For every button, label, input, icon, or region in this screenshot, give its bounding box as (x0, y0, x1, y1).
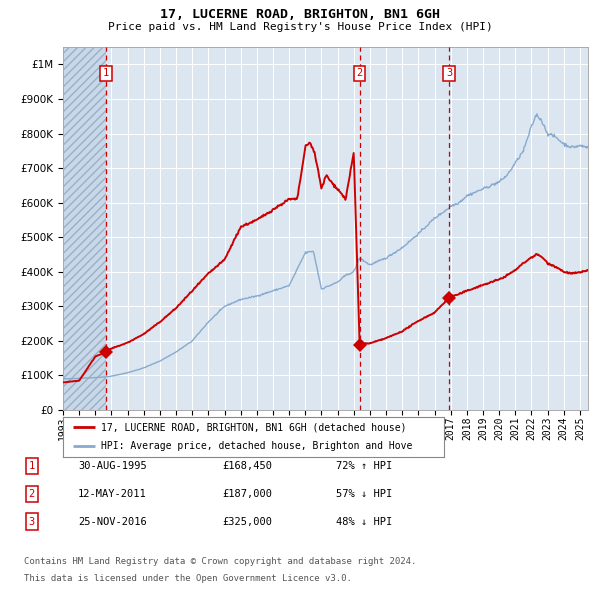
Text: 48% ↓ HPI: 48% ↓ HPI (336, 517, 392, 526)
Text: 30-AUG-1995: 30-AUG-1995 (78, 461, 147, 471)
Text: This data is licensed under the Open Government Licence v3.0.: This data is licensed under the Open Gov… (24, 574, 352, 583)
Text: 3: 3 (29, 517, 35, 526)
Text: HPI: Average price, detached house, Brighton and Hove: HPI: Average price, detached house, Brig… (101, 441, 412, 451)
Text: 25-NOV-2016: 25-NOV-2016 (78, 517, 147, 526)
Text: £325,000: £325,000 (222, 517, 272, 526)
Text: Price paid vs. HM Land Registry's House Price Index (HPI): Price paid vs. HM Land Registry's House … (107, 22, 493, 32)
Text: 72% ↑ HPI: 72% ↑ HPI (336, 461, 392, 471)
Bar (63, 47, 106, 410)
Text: 17, LUCERNE ROAD, BRIGHTON, BN1 6GH (detached house): 17, LUCERNE ROAD, BRIGHTON, BN1 6GH (det… (101, 422, 407, 432)
Text: 17, LUCERNE ROAD, BRIGHTON, BN1 6GH: 17, LUCERNE ROAD, BRIGHTON, BN1 6GH (160, 8, 440, 21)
Text: £187,000: £187,000 (222, 489, 272, 499)
Text: 3: 3 (446, 68, 452, 78)
Text: £168,450: £168,450 (222, 461, 272, 471)
Text: 1: 1 (103, 68, 109, 78)
Text: Contains HM Land Registry data © Crown copyright and database right 2024.: Contains HM Land Registry data © Crown c… (24, 558, 416, 566)
Text: 2: 2 (356, 68, 363, 78)
Text: 2: 2 (29, 489, 35, 499)
Text: 1: 1 (29, 461, 35, 471)
Text: 12-MAY-2011: 12-MAY-2011 (78, 489, 147, 499)
Text: 57% ↓ HPI: 57% ↓ HPI (336, 489, 392, 499)
